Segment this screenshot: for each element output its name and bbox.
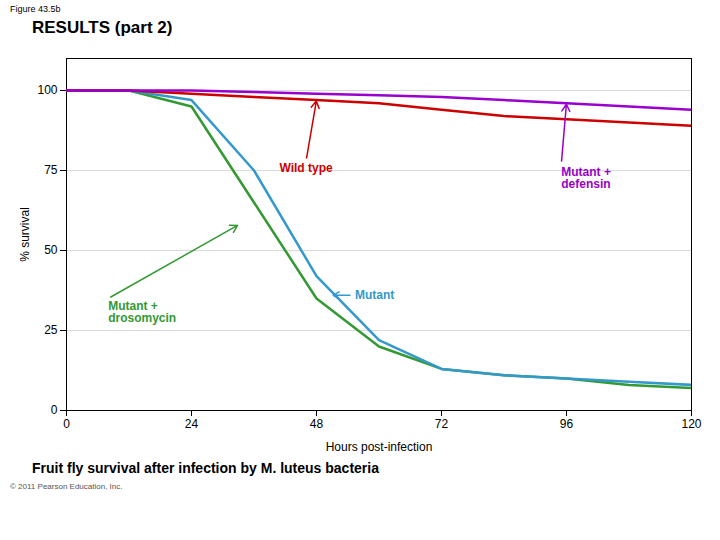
svg-text:24: 24	[185, 417, 199, 431]
html-text:Figure 43.5b: Figure 43.5b	[10, 4, 61, 14]
svg-text:Mutant: Mutant	[355, 288, 394, 302]
svg-text:48: 48	[310, 417, 324, 431]
svg-text:25: 25	[44, 323, 58, 337]
svg-text:0: 0	[51, 403, 58, 417]
html-text:Fruit fly survival after infec: Fruit fly survival after infection by M.…	[32, 460, 379, 476]
svg-text:72: 72	[435, 417, 449, 431]
svg-text:Hours post-infection: Hours post-infection	[326, 440, 433, 454]
svg-text:96: 96	[560, 417, 574, 431]
svg-text:50: 50	[44, 243, 58, 257]
svg-text:120: 120	[681, 417, 701, 431]
svg-text:Wild type: Wild type	[279, 161, 333, 175]
svg-text:75: 75	[44, 163, 58, 177]
svg-text:0: 0	[63, 417, 70, 431]
html-text:RESULTS (part 2): RESULTS (part 2)	[32, 18, 173, 37]
svg-text:Mutant +defensin: Mutant +defensin	[561, 165, 611, 191]
svg-text:100: 100	[37, 83, 57, 97]
svg-text:Mutant +drosomycin: Mutant +drosomycin	[108, 299, 176, 325]
svg-text:% survival: % survival	[18, 207, 32, 262]
html-text:© 2011 Pearson Education, Inc.: © 2011 Pearson Education, Inc.	[10, 482, 123, 491]
